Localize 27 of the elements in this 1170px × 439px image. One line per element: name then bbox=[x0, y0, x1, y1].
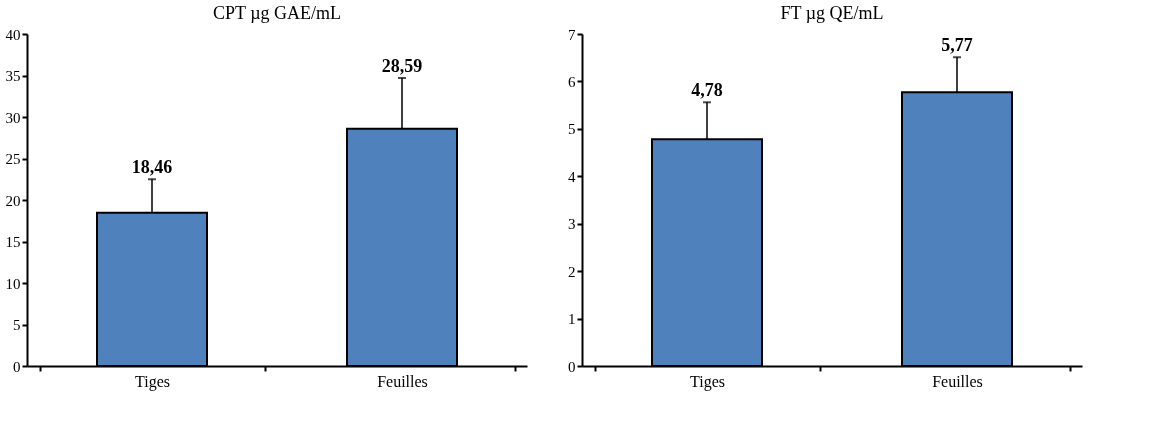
y-tick-label: 0 bbox=[568, 358, 576, 375]
data-label: 4,78 bbox=[691, 80, 723, 101]
y-tick-label: 6 bbox=[568, 73, 576, 90]
y-tick-label: 5 bbox=[568, 121, 576, 138]
data-label: 5,77 bbox=[941, 35, 973, 56]
x-tick-label: Feuilles bbox=[932, 372, 983, 390]
y-tick-label: 2 bbox=[568, 263, 576, 280]
y-tick-label: 1 bbox=[568, 311, 576, 328]
chart-title: CPT µg GAE/mL bbox=[212, 3, 342, 23]
x-tick-label: Tiges bbox=[135, 372, 170, 391]
y-tick-label: 10 bbox=[5, 275, 21, 292]
y-tick-label: 40 bbox=[5, 26, 21, 43]
data-label: 28,59 bbox=[381, 55, 423, 76]
x-tick-label: Tiges bbox=[690, 372, 725, 391]
y-tick-label: 30 bbox=[5, 109, 21, 126]
y-tick-label: 0 bbox=[13, 358, 21, 375]
y-tick-label: 5 bbox=[13, 317, 21, 333]
y-tick-label: 20 bbox=[5, 192, 21, 209]
data-label: 18,46 bbox=[131, 157, 173, 178]
y-tick-label: 35 bbox=[5, 68, 21, 84]
y-tick-label: 25 bbox=[5, 151, 21, 167]
y-tick-label: 3 bbox=[568, 216, 576, 233]
y-tick-label: 7 bbox=[568, 26, 576, 43]
chart-title: FT µg QE/mL bbox=[780, 3, 884, 23]
x-tick-label: Feuilles bbox=[377, 372, 428, 390]
y-tick-label: 4 bbox=[568, 168, 576, 185]
y-tick-label: 15 bbox=[5, 234, 21, 250]
